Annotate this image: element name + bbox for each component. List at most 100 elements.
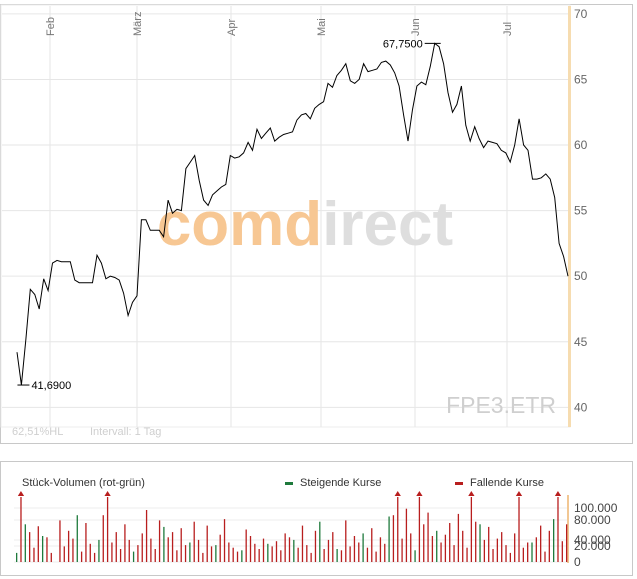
volume-y-label-4: 100.000 bbox=[574, 501, 618, 515]
y-tick-label-70: 70 bbox=[574, 7, 588, 21]
volume-bar-94 bbox=[423, 524, 425, 562]
volume-clip-arrow-21 bbox=[104, 491, 111, 496]
volume-bar-91 bbox=[410, 533, 412, 562]
volume-bar-27 bbox=[132, 551, 135, 562]
volume-bar-107 bbox=[479, 524, 481, 562]
volume-bar-117 bbox=[522, 547, 524, 562]
volume-bar-35 bbox=[167, 537, 169, 562]
volume-bar-109 bbox=[488, 526, 490, 562]
volume-bar-126 bbox=[561, 541, 563, 562]
volume-bar-127 bbox=[566, 524, 568, 562]
price-line bbox=[16, 42, 569, 386]
volume-bar-112 bbox=[501, 532, 503, 562]
volume-bar-67 bbox=[306, 545, 308, 562]
volume-bar-16 bbox=[85, 523, 87, 562]
volume-bar-78 bbox=[353, 536, 356, 562]
x-tick-label-3: Mai bbox=[316, 18, 328, 36]
price-series bbox=[16, 42, 569, 386]
interval-info-text: Intervall: 1 Tag bbox=[90, 426, 161, 438]
volume-bar-48 bbox=[223, 519, 226, 562]
volume-bar-70 bbox=[319, 521, 321, 562]
volume-bar-31 bbox=[150, 538, 152, 562]
volume-bar-92 bbox=[414, 550, 416, 562]
volume-bar-61 bbox=[280, 550, 282, 562]
volume-bar-13 bbox=[72, 538, 74, 562]
volume-bar-114 bbox=[509, 552, 512, 562]
volume-bar-42 bbox=[197, 539, 200, 562]
symbol-label: FPE3.ETR bbox=[446, 392, 556, 418]
volume-bar-4 bbox=[33, 547, 35, 562]
current-price-marker bbox=[568, 6, 571, 427]
watermark: comdirect bbox=[157, 190, 453, 259]
volume-clip-arrow-93 bbox=[416, 491, 423, 496]
volume-bar-108 bbox=[483, 539, 486, 562]
volume-bar-28 bbox=[137, 545, 139, 562]
volume-bar-88 bbox=[397, 497, 399, 562]
volume-title: Stück-Volumen (rot-grün) bbox=[22, 477, 145, 489]
volume-current-marker bbox=[567, 495, 569, 563]
volume-bar-47 bbox=[219, 534, 221, 562]
range-info-text: 62,51%HL bbox=[12, 426, 63, 438]
high-annotation: 67,7500 bbox=[383, 38, 423, 50]
volume-bar-72 bbox=[327, 539, 330, 562]
volume-clip-arrow-116 bbox=[515, 491, 523, 496]
volume-bar-21 bbox=[106, 497, 109, 562]
volume-bar-44 bbox=[206, 525, 208, 562]
watermark-text: comdirect bbox=[157, 190, 453, 259]
y-tick-label-65: 65 bbox=[574, 72, 588, 86]
volume-bar-66 bbox=[301, 525, 304, 562]
volume-bar-74 bbox=[336, 549, 338, 562]
volume-bar-99 bbox=[444, 534, 447, 562]
volume-bar-65 bbox=[297, 547, 299, 562]
volume-bar-100 bbox=[449, 523, 451, 562]
volume-clip-arrow-88 bbox=[394, 491, 401, 496]
x-tick-label-5: Jul bbox=[502, 22, 514, 36]
volume-bar-111 bbox=[496, 538, 499, 562]
volume-bar-113 bbox=[505, 545, 507, 562]
y-axis-tick-labels: 40 45 50 55 60 65 70 bbox=[574, 7, 588, 414]
x-tick-label-0: Feb bbox=[45, 17, 57, 36]
volume-bar-86 bbox=[388, 516, 390, 562]
x-axis-month-labels: Feb März Apr Mai Jun Jul bbox=[45, 12, 514, 36]
volume-bar-121 bbox=[540, 525, 542, 562]
volume-bar-6 bbox=[41, 536, 44, 562]
volume-bar-25 bbox=[124, 524, 126, 562]
volume-bar-98 bbox=[440, 542, 442, 562]
volume-bar-77 bbox=[349, 546, 351, 562]
y-tick-label-45: 45 bbox=[574, 335, 588, 349]
volume-bar-32 bbox=[154, 549, 156, 562]
volume-bar-49 bbox=[228, 542, 230, 562]
volume-bar-43 bbox=[202, 552, 204, 562]
volume-bar-96 bbox=[431, 536, 434, 562]
legend-up-swatch bbox=[285, 482, 293, 485]
volume-chart: Stück-Volumen (rot-grün) Steigende Kurse… bbox=[0, 461, 633, 576]
volume-bar-120 bbox=[535, 537, 537, 562]
volume-bar-110 bbox=[492, 549, 494, 562]
volume-bar-53 bbox=[245, 529, 247, 562]
volume-bar-62 bbox=[284, 533, 286, 562]
volume-bar-46 bbox=[215, 545, 217, 562]
price-chart-frame bbox=[0, 4, 633, 444]
volume-bar-73 bbox=[332, 532, 334, 562]
volume-y-label-3: 80.000 bbox=[574, 513, 611, 527]
volume-bar-3 bbox=[28, 532, 31, 562]
volume-y-label-1: 20.000 bbox=[574, 539, 611, 553]
volume-bar-55 bbox=[254, 543, 256, 562]
volume-bar-7 bbox=[46, 537, 48, 562]
volume-bar-64 bbox=[293, 539, 295, 562]
volume-bar-105 bbox=[470, 497, 473, 562]
volume-bar-125 bbox=[557, 497, 559, 562]
volume-bar-59 bbox=[271, 546, 273, 562]
volume-bar-20 bbox=[102, 515, 104, 562]
legend-up-label: Steigende Kurse bbox=[300, 477, 381, 489]
volume-bar-22 bbox=[111, 542, 113, 562]
price-chart: comdirect Feb März Apr Mai Jun Jul 40 45 50 55 60… bbox=[0, 4, 633, 444]
volume-bar-11 bbox=[63, 546, 65, 562]
legend-down-swatch bbox=[455, 482, 463, 485]
volume-bar-50 bbox=[232, 547, 234, 562]
volume-bar-19 bbox=[98, 539, 100, 562]
y-tick-label-50: 50 bbox=[574, 269, 588, 283]
volume-bar-93 bbox=[418, 497, 421, 562]
